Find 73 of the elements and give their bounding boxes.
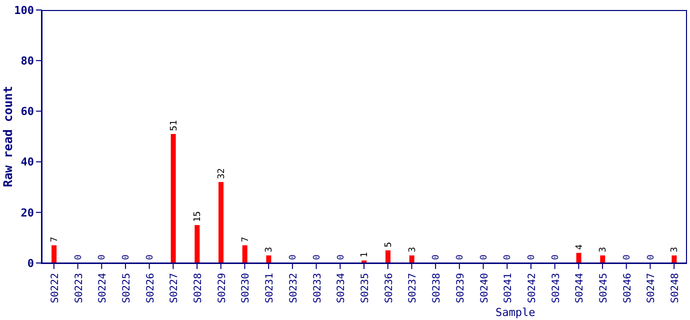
data-label: 51: [169, 120, 180, 131]
x-tick-label: S0237: [408, 273, 419, 304]
x-tick-label: S0244: [574, 273, 586, 304]
data-label: 0: [622, 254, 632, 260]
y-tick-label: 60: [20, 105, 34, 118]
y-tick-label: 0: [27, 256, 34, 270]
bar: [218, 182, 224, 263]
y-tick-label: 100: [14, 4, 34, 17]
y-tick-label: 20: [20, 206, 34, 220]
x-tick-label: S0247: [646, 273, 658, 304]
x-tick-label: S0241: [503, 273, 514, 304]
data-label: 4: [574, 244, 585, 250]
data-label: 5: [384, 242, 394, 248]
x-tick-label: S0229: [216, 273, 228, 304]
x-tick-label: S0233: [312, 273, 324, 304]
x-tick-label: S0242: [526, 273, 538, 304]
bar: [409, 255, 414, 263]
bar: [170, 134, 176, 263]
data-label: 0: [288, 254, 299, 260]
data-label: 0: [312, 254, 322, 260]
data-label: 15: [193, 211, 204, 222]
x-tick-label: S0243: [550, 273, 562, 304]
data-label: 0: [98, 254, 108, 260]
x-tick-label: S0230: [240, 273, 252, 304]
data-label: 3: [408, 246, 418, 252]
data-label: 3: [670, 246, 680, 252]
bar: [242, 245, 248, 263]
x-tick-label: S0236: [384, 273, 395, 304]
data-label: 0: [646, 254, 656, 260]
data-label: 0: [550, 254, 561, 260]
data-label: 3: [264, 246, 275, 252]
x-tick-label: S0239: [455, 273, 466, 304]
y-axis-title: Raw read count: [1, 86, 15, 188]
x-tick-label: S0245: [598, 273, 610, 304]
x-axis-title: Sample: [495, 306, 536, 319]
data-label: 0: [479, 254, 490, 260]
data-label: 0: [145, 254, 156, 260]
y-tick-label: 40: [20, 156, 34, 169]
x-tick-label: S0238: [432, 273, 443, 304]
data-label: 7: [50, 236, 60, 242]
bar: [576, 252, 582, 263]
bar: [385, 250, 390, 263]
bar: [52, 245, 57, 263]
x-tick-label: S0232: [288, 273, 300, 304]
data-label: 0: [527, 254, 538, 260]
data-label: 7: [240, 236, 251, 242]
data-label: 0: [432, 254, 442, 260]
data-label: 3: [598, 246, 609, 252]
x-tick-label: S0228: [193, 273, 204, 304]
data-label: 0: [503, 254, 514, 260]
x-tick-label: S0226: [145, 273, 156, 304]
x-tick-label: S0234: [336, 273, 348, 304]
x-tick-label: S0231: [264, 273, 276, 304]
x-tick-label: S0223: [74, 273, 85, 304]
x-tick-label: S0240: [479, 273, 490, 304]
bar: [194, 225, 200, 263]
x-tick-label: S0248: [670, 273, 682, 304]
x-tick-label: S0246: [622, 273, 634, 304]
data-label: 0: [74, 254, 84, 260]
data-label: 32: [217, 168, 228, 180]
x-tick-label: S0235: [360, 273, 371, 304]
data-label: 0: [336, 254, 346, 260]
data-label: 0: [456, 254, 466, 260]
x-tick-label: S0224: [98, 273, 109, 304]
bar: [600, 255, 606, 263]
bar: [266, 255, 272, 263]
x-tick-label: S0227: [169, 273, 180, 304]
x-tick-label: S0225: [121, 273, 132, 304]
data-label: 0: [122, 254, 132, 260]
bar: [672, 255, 677, 263]
data-label: 1: [360, 252, 370, 258]
x-tick-label: S0222: [50, 273, 61, 304]
y-tick-label: 80: [20, 54, 34, 68]
